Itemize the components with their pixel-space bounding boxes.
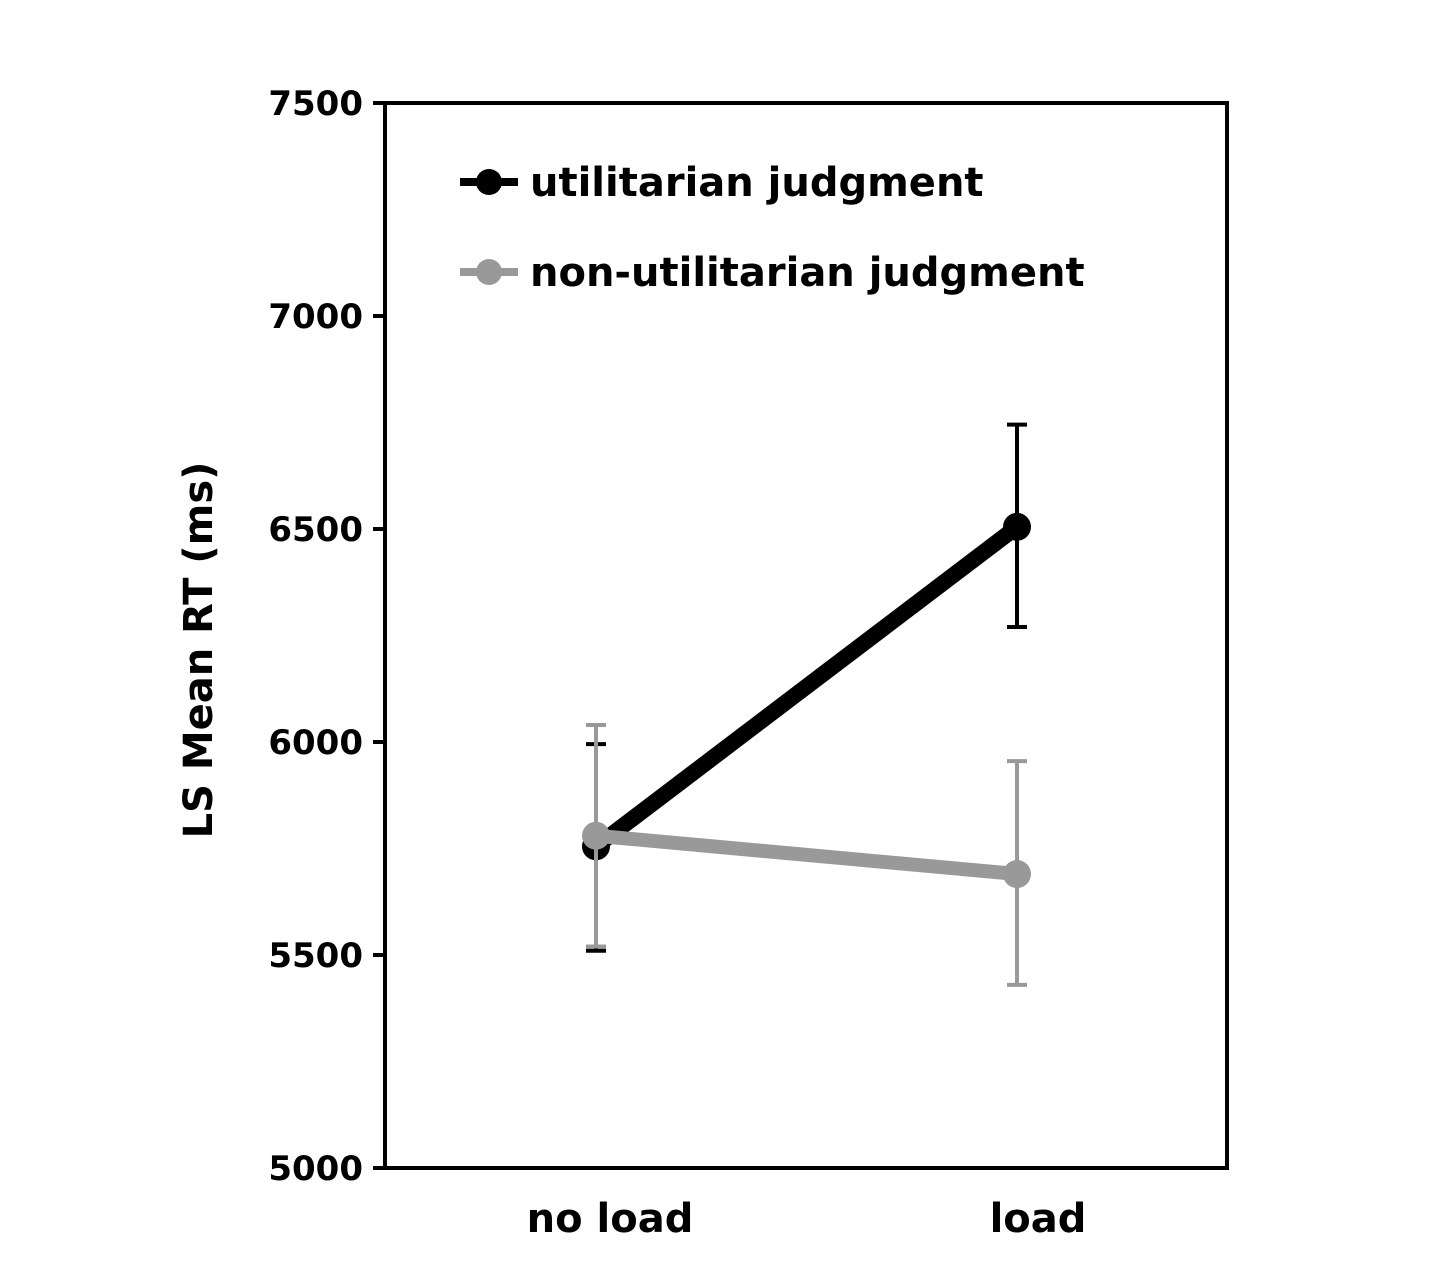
data-point — [582, 821, 610, 850]
y-tick-label: 7000 — [268, 297, 363, 337]
plot-frame — [383, 101, 1229, 1170]
legend-swatch-marker — [476, 169, 502, 195]
legend-label: utilitarian judgment — [530, 160, 984, 206]
y-tick-label: 7500 — [268, 84, 363, 124]
legend-item: utilitarian judgment — [460, 160, 984, 206]
legend-label: non-utilitarian judgment — [530, 250, 1085, 296]
y-axis-label: LS Mean RT (ms) — [176, 462, 222, 839]
x-axis: no load load — [527, 1196, 1087, 1242]
legend: utilitarian judgment non-utilitarian judg… — [460, 160, 1085, 296]
legend-item: non-utilitarian judgment — [460, 250, 1085, 296]
legend-swatch-marker — [476, 259, 502, 285]
data-point — [1003, 512, 1031, 541]
y-tick-label: 6000 — [268, 723, 363, 763]
x-tick-label: load — [990, 1196, 1087, 1242]
y-axis: 5000 5500 6000 6500 7000 7500 — [268, 84, 385, 1189]
series-layer — [582, 422, 1031, 987]
x-tick-label: no load — [527, 1196, 694, 1242]
y-tick-label: 5500 — [268, 936, 363, 976]
y-tick-label: 6500 — [268, 510, 363, 550]
series-non-utilitarian — [582, 722, 1031, 987]
y-tick-label: 5000 — [268, 1149, 363, 1189]
series-line — [588, 518, 1025, 855]
series-line — [589, 828, 1024, 882]
data-point — [1003, 860, 1031, 889]
